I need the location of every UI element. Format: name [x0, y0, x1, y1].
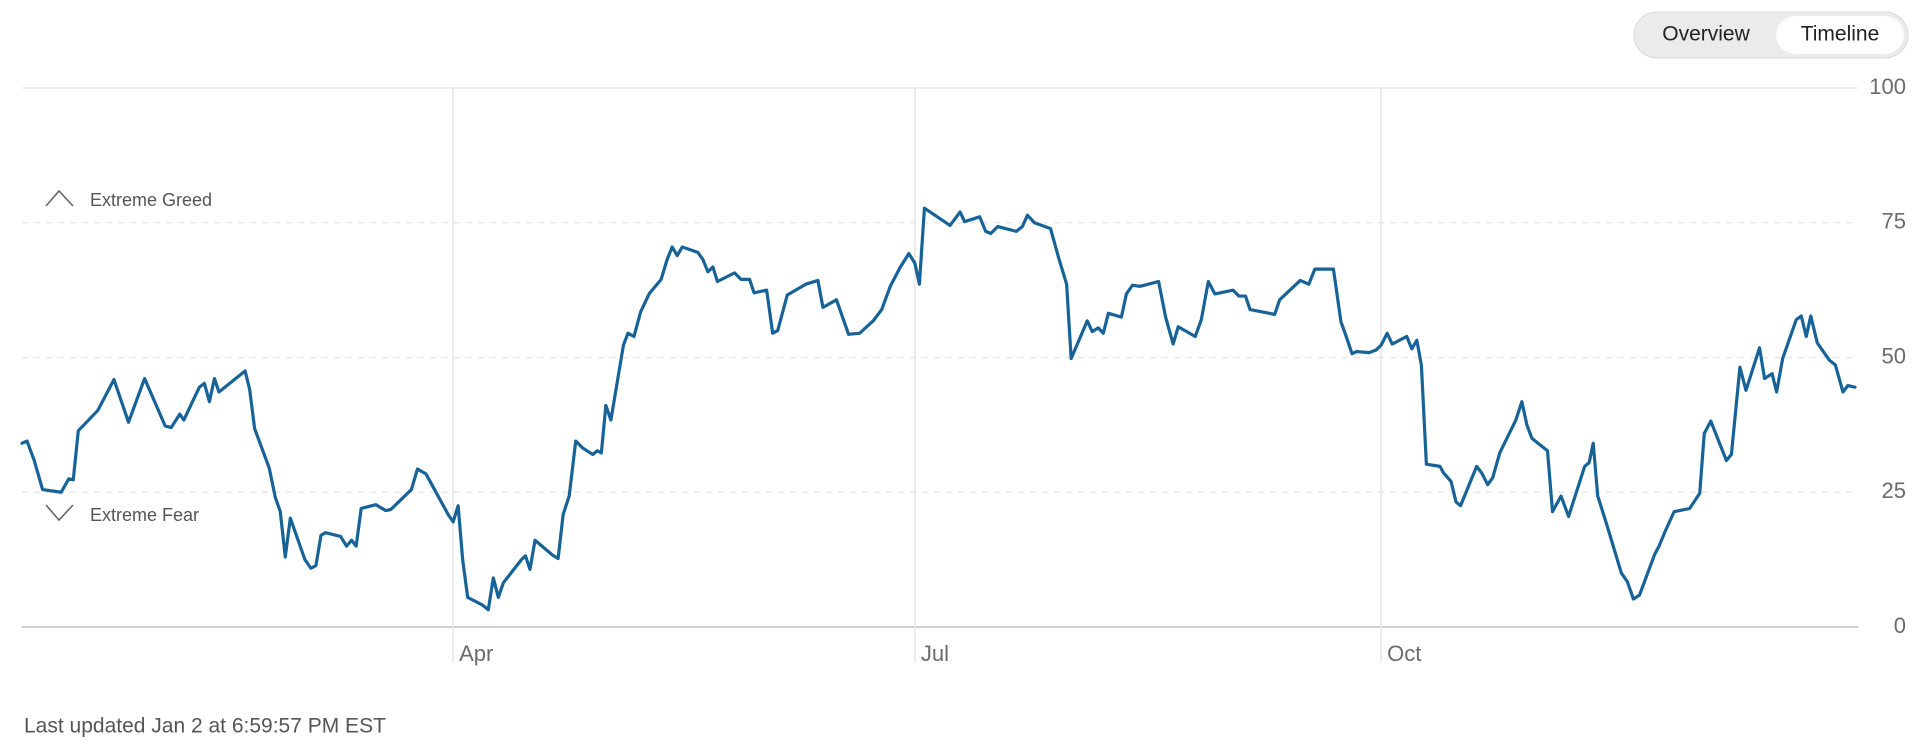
last-updated: Last updated Jan 2 at 6:59:57 PM EST: [24, 715, 386, 738]
fear-chevron: [45, 504, 74, 522]
y-tick-label: 25: [1882, 478, 1906, 503]
active-tab-pill: [1776, 16, 1904, 54]
y-tick-label: 0: [1894, 613, 1906, 638]
tab-overview[interactable]: Overview: [1662, 23, 1750, 46]
x-tick-label: Jul: [921, 641, 949, 666]
annotation-extreme-fear: Extreme Fear: [90, 505, 199, 525]
y-tick-label: 75: [1882, 209, 1906, 234]
greed-chevron: [45, 189, 74, 207]
x-tick-label: Apr: [459, 641, 493, 666]
x-tick-label: Oct: [1387, 641, 1421, 666]
y-tick-label: 50: [1882, 343, 1906, 368]
index-line: [20, 206, 1857, 612]
tab-timeline[interactable]: Timeline: [1801, 23, 1880, 46]
annotation-extreme-greed: Extreme Greed: [90, 190, 212, 210]
y-tick-label: 100: [1869, 74, 1906, 99]
